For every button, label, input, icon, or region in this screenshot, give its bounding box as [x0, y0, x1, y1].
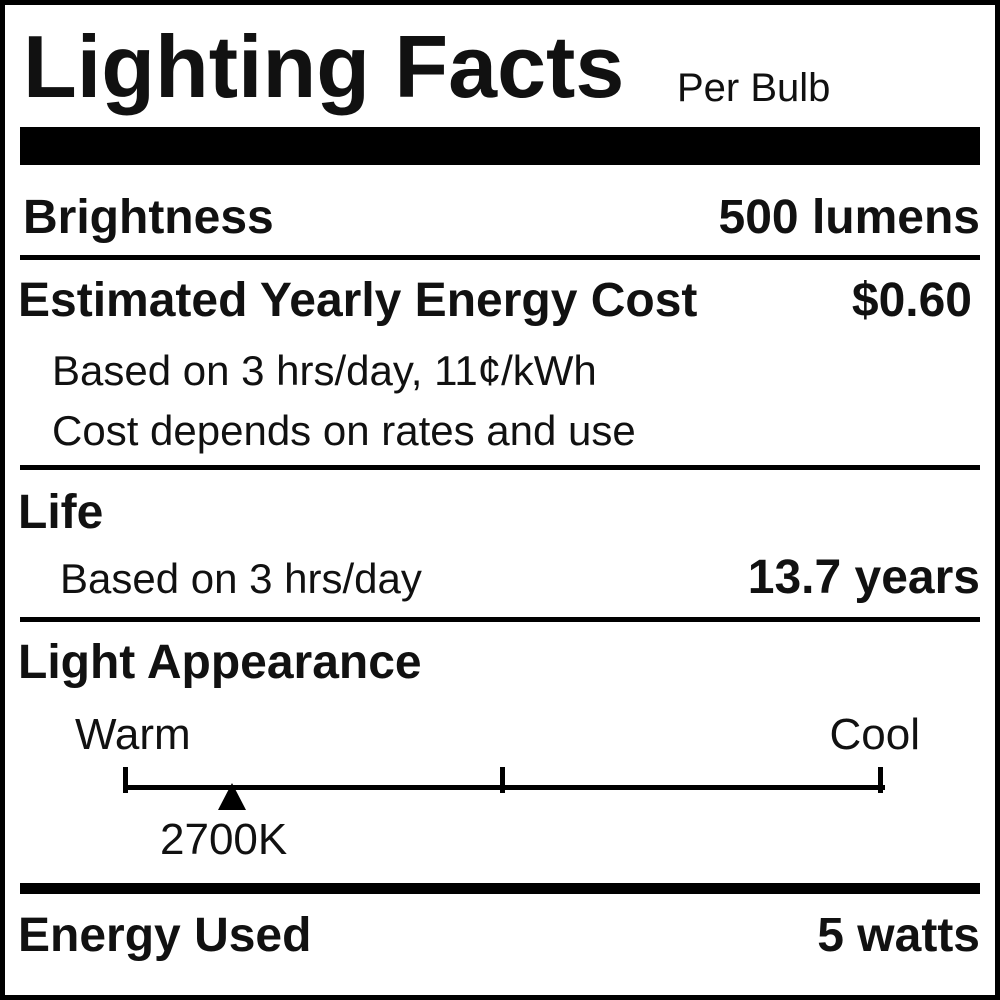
energy-cost-note-1: Based on 3 hrs/day, 11¢/kWh	[52, 347, 597, 394]
thick-divider	[20, 883, 980, 894]
brightness-value: 500 lumens	[718, 191, 980, 244]
energy-cost-label: Estimated Yearly Energy Cost	[18, 274, 698, 327]
color-temperature-marker-icon	[218, 783, 246, 810]
cool-label: Cool	[829, 710, 921, 759]
light-appearance-label: Light Appearance	[18, 636, 422, 689]
color-temperature-value: 2700K	[160, 815, 288, 864]
color-temperature-scale	[125, 785, 885, 790]
life-note: Based on 3 hrs/day	[60, 555, 422, 602]
scale-tick-warm	[123, 767, 128, 793]
life-label: Life	[18, 486, 104, 539]
thick-bar	[20, 127, 980, 165]
divider	[20, 465, 980, 470]
scale-tick-cool	[878, 767, 883, 793]
life-value: 13.7 years	[747, 551, 980, 604]
label-title: Lighting Facts	[23, 17, 625, 116]
divider	[20, 255, 980, 260]
divider	[20, 617, 980, 622]
energy-used-value: 5 watts	[817, 909, 980, 962]
energy-cost-value: $0.60	[851, 274, 972, 327]
energy-used-label: Energy Used	[18, 909, 312, 962]
label-subtitle: Per Bulb	[677, 66, 831, 110]
scale-tick-mid	[500, 767, 505, 793]
brightness-label: Brightness	[23, 191, 274, 244]
warm-label: Warm	[75, 710, 191, 759]
energy-cost-note-2: Cost depends on rates and use	[52, 407, 636, 454]
